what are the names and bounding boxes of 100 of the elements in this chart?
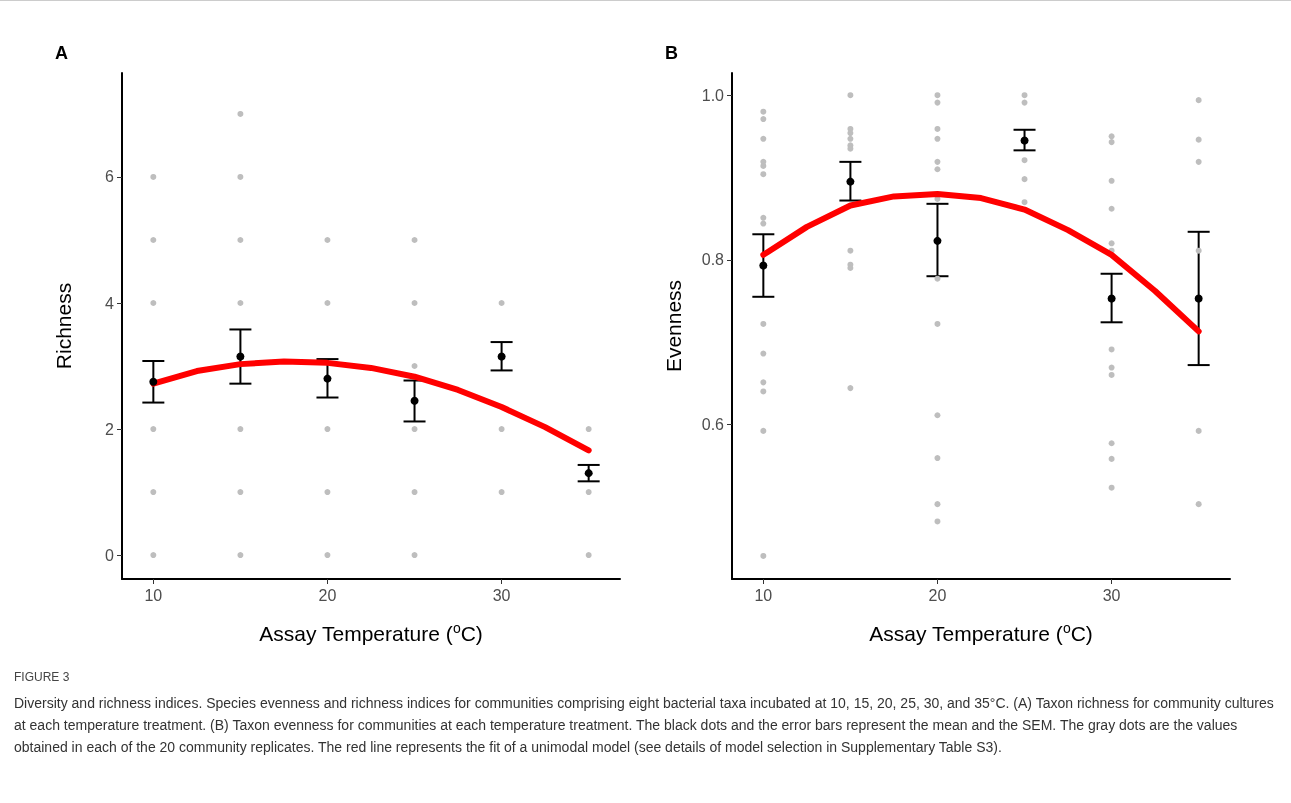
point <box>323 374 332 383</box>
point <box>498 426 505 433</box>
point <box>1108 133 1115 140</box>
y-tick-label: 6 <box>105 168 115 186</box>
point <box>760 388 767 395</box>
point <box>585 426 592 433</box>
y-axis-title: Richness <box>52 282 75 370</box>
point <box>150 300 157 306</box>
x-tick-label: 30 <box>1102 586 1121 604</box>
point <box>411 426 418 433</box>
point <box>1108 240 1115 247</box>
text: Diversity and richness indices. Species evenness and richness indices for communities comprising eight bacterial taxa incubated at 10, 15, 20, 25, 30, and 35°C. (A) Taxon richness for community cultures at each temperature treatment. (B) Taxon evenness for communities at each temperature treatment. The black dots and the error bars represent the mean and the SEM. The gray dots are the values obtained in each of the 20 community replicates. The red line represents the fit of a unimodal model (see details of model selection in Supplementary Table S3). <box>14 694 1274 757</box>
point <box>411 300 418 306</box>
point <box>760 108 767 115</box>
point <box>847 385 854 392</box>
point <box>1020 136 1029 145</box>
point <box>324 426 331 433</box>
point <box>1108 371 1115 378</box>
point <box>847 247 854 254</box>
point <box>1021 92 1028 99</box>
y-axis-title: Evenness <box>662 279 685 373</box>
point <box>934 166 941 173</box>
point <box>760 171 767 178</box>
point <box>933 236 942 245</box>
point <box>847 135 854 142</box>
point <box>760 135 767 142</box>
chart-title: B <box>665 43 678 63</box>
point <box>1195 158 1202 165</box>
point <box>1108 139 1115 146</box>
x-tick-label: 10 <box>754 586 773 604</box>
point <box>237 173 244 180</box>
point <box>1195 501 1202 508</box>
x-tick-label: 30 <box>492 586 511 604</box>
x-tick-label: 20 <box>928 586 947 604</box>
y-tick-label: 0.6 <box>701 415 725 433</box>
point <box>934 275 941 282</box>
point <box>934 501 941 508</box>
point <box>237 110 244 117</box>
y-tick-label: 1.0 <box>701 86 725 104</box>
point <box>934 92 941 99</box>
point <box>1108 205 1115 212</box>
point <box>760 116 767 123</box>
point <box>759 261 768 270</box>
point <box>1194 294 1203 303</box>
point <box>1021 157 1028 164</box>
point <box>498 489 505 496</box>
point <box>934 412 941 419</box>
point <box>410 396 419 405</box>
point <box>324 489 331 496</box>
point <box>1021 176 1028 183</box>
point <box>1108 440 1115 447</box>
point <box>411 363 418 370</box>
point <box>584 469 593 478</box>
point <box>934 518 941 525</box>
point <box>585 489 592 496</box>
point <box>237 300 244 306</box>
point <box>934 455 941 462</box>
point <box>150 489 157 496</box>
point <box>324 236 331 243</box>
point <box>1195 427 1202 434</box>
point <box>1108 455 1115 462</box>
x-tick-label: 10 <box>144 586 163 604</box>
point <box>237 236 244 243</box>
point <box>411 236 418 243</box>
point <box>760 350 767 357</box>
point <box>237 426 244 433</box>
point <box>760 552 767 559</box>
point <box>1108 364 1115 371</box>
point <box>1108 484 1115 491</box>
point <box>934 158 941 165</box>
point <box>237 489 244 496</box>
point <box>934 125 941 132</box>
y-tick-label: 4 <box>105 294 115 312</box>
point <box>934 135 941 142</box>
y-tick-label: 0.8 <box>701 251 725 269</box>
point <box>498 300 505 306</box>
point <box>411 489 418 496</box>
point <box>847 130 854 137</box>
point <box>1021 199 1028 206</box>
point <box>1195 136 1202 143</box>
point <box>1107 294 1116 303</box>
chart-title: A <box>55 43 68 63</box>
point <box>150 236 157 243</box>
point <box>150 552 157 559</box>
point <box>760 214 767 221</box>
point <box>760 379 767 386</box>
point <box>1195 97 1202 104</box>
point <box>150 173 157 180</box>
point <box>847 92 854 99</box>
point <box>324 300 331 306</box>
point <box>149 377 158 386</box>
point <box>934 99 941 106</box>
y-tick-label: 2 <box>105 420 115 438</box>
point <box>760 320 767 327</box>
point <box>1195 247 1202 254</box>
point <box>847 265 854 271</box>
point <box>237 552 244 559</box>
point <box>934 320 941 327</box>
point <box>585 552 592 559</box>
point <box>324 552 331 559</box>
